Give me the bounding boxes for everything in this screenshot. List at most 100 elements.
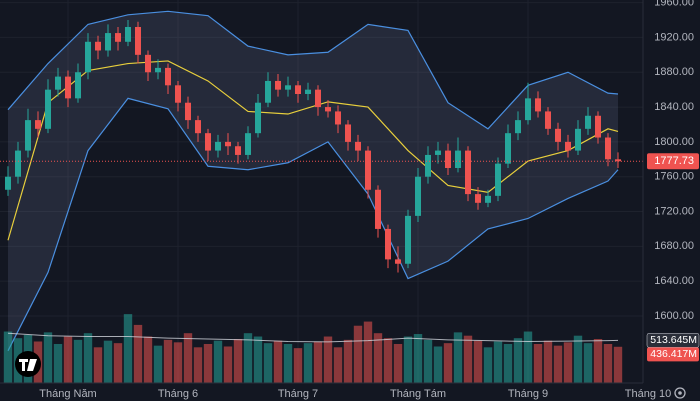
candle-body — [325, 107, 331, 112]
volume-bar — [183, 333, 193, 383]
tv-logo[interactable] — [15, 351, 41, 377]
candle-body — [135, 26, 141, 55]
candle-body — [495, 163, 501, 196]
volume-bar — [63, 336, 73, 383]
candle-body — [405, 215, 411, 264]
x-tick-label: Tháng 6 — [158, 388, 198, 400]
volume-bar — [493, 341, 503, 383]
volume-bar — [513, 338, 523, 383]
volume-bar — [93, 347, 103, 383]
candle-body — [385, 228, 391, 260]
volume-bar — [53, 343, 63, 383]
candle-body — [165, 67, 171, 86]
y-tick-label: 1880.00 — [654, 66, 694, 78]
volume-bar — [73, 339, 83, 383]
candle-body — [245, 133, 251, 155]
volume-bar — [373, 333, 383, 383]
candle-body — [585, 115, 591, 129]
volume-bar — [283, 343, 293, 383]
volume-bar — [293, 348, 303, 383]
volume-bar — [463, 335, 473, 383]
candle-body — [55, 76, 61, 90]
candle-body — [205, 133, 211, 151]
volume-bar — [193, 347, 203, 383]
volume-bar — [393, 343, 403, 383]
candle-body — [295, 85, 301, 95]
volume-bar — [243, 333, 253, 383]
logo-mark — [19, 359, 37, 371]
band-lower — [7, 97, 619, 352]
candle-body — [125, 26, 131, 42]
candle-body — [305, 89, 311, 95]
volume-bar — [403, 336, 413, 383]
candle-body — [225, 141, 231, 147]
volume-bar — [553, 345, 563, 383]
volume-bar — [343, 339, 353, 383]
candle-body — [75, 72, 81, 99]
candle-body — [505, 133, 511, 164]
volume-bar — [153, 345, 163, 383]
candle-body — [105, 33, 111, 51]
candle-body — [525, 98, 531, 121]
candle-body — [375, 189, 381, 229]
candle-body — [115, 33, 121, 42]
x-tick-label: Tháng Tám — [390, 388, 446, 400]
candle-body — [395, 259, 401, 264]
volume-bar — [233, 339, 243, 383]
candle-body — [415, 176, 421, 216]
candle-body — [545, 111, 551, 129]
candle-body — [435, 150, 441, 155]
volume-bar — [543, 340, 553, 383]
volume-bar — [133, 324, 143, 383]
volume-bar — [453, 332, 463, 383]
candle-body — [455, 150, 461, 168]
candle-body — [155, 67, 161, 73]
y-tick-label: 1920.00 — [654, 31, 694, 43]
volume-bar — [413, 334, 423, 383]
volume-bar — [303, 343, 313, 383]
candle-body — [565, 141, 571, 151]
volume-bar — [143, 336, 153, 383]
candle-body — [355, 141, 361, 151]
volume-bar — [433, 346, 443, 383]
volume-bar — [613, 346, 623, 383]
candle-body — [555, 128, 561, 142]
candle-body — [235, 146, 241, 155]
candle-body — [275, 80, 281, 90]
volume-bar — [83, 333, 93, 383]
candle-body — [65, 76, 71, 99]
volume-bar — [253, 336, 263, 383]
volume-bar — [113, 343, 123, 383]
y-tick-label: 1960.00 — [654, 0, 694, 9]
candle-body — [465, 150, 471, 195]
band-upper — [7, 10, 619, 130]
volume-bar — [43, 332, 53, 383]
volume-ma — [7, 332, 619, 343]
candle-body — [265, 80, 271, 103]
candle-body — [15, 150, 21, 177]
volume-bar — [583, 343, 593, 383]
candle-body — [315, 89, 321, 108]
gear — [674, 387, 686, 399]
volume-bar — [3, 331, 13, 383]
volume-bar — [273, 340, 283, 383]
candle-body — [195, 120, 201, 134]
volume-box — [647, 347, 699, 362]
candle-body — [485, 195, 491, 203]
candle-body — [345, 124, 351, 142]
volume-bar — [423, 339, 433, 383]
volume-bar — [473, 340, 483, 383]
volume-bar — [223, 346, 233, 383]
settings-icon[interactable] — [674, 387, 686, 399]
volume-bar — [213, 340, 223, 383]
candle-body — [95, 41, 101, 51]
y-tick-label: 1720.00 — [654, 205, 694, 217]
volume-bar — [593, 339, 603, 383]
candle-body — [215, 141, 221, 151]
candle-body — [285, 85, 291, 90]
x-tick-label: Tháng 9 — [508, 388, 548, 400]
candle-body — [515, 120, 521, 134]
volume-bar — [333, 347, 343, 383]
y-tick-label: 1760.00 — [654, 171, 694, 183]
